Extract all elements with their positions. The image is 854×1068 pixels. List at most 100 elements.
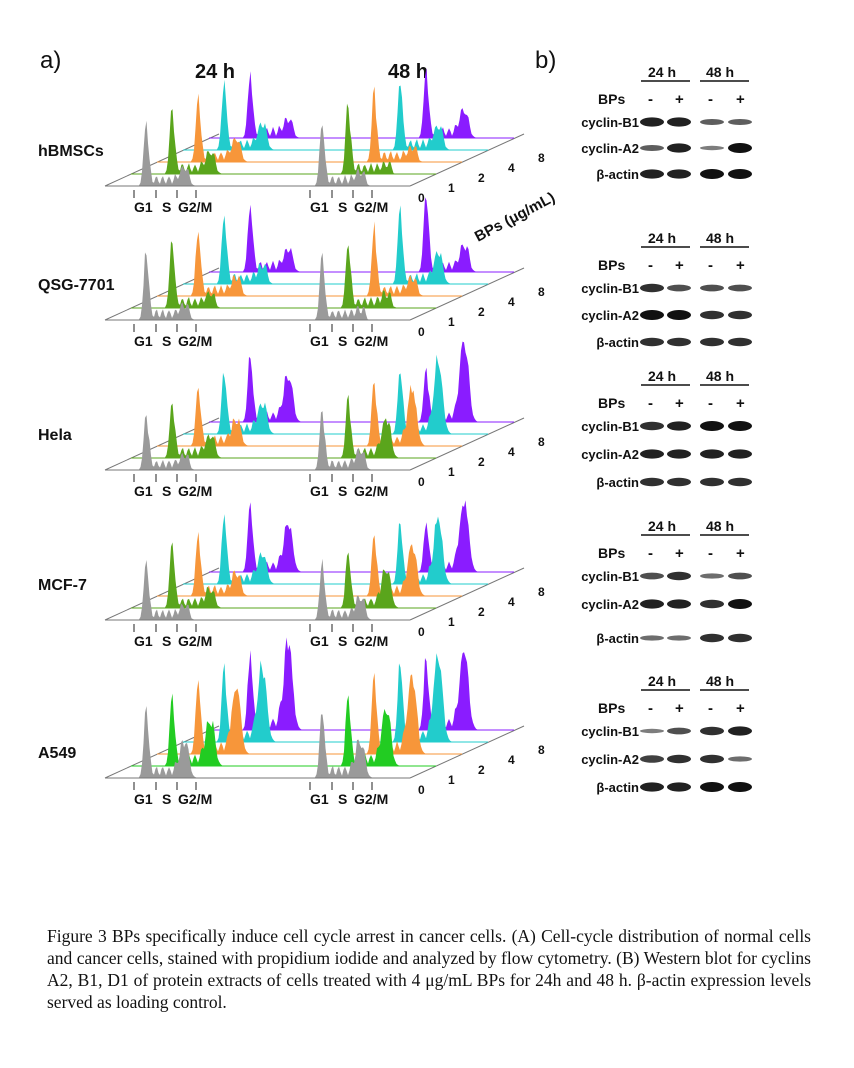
band xyxy=(667,117,691,127)
dose-label: 2 xyxy=(478,605,485,619)
band-label-cyclin-B1: cyclin-B1 xyxy=(581,569,639,584)
band xyxy=(667,571,691,581)
phase-label-g2m: G2/M xyxy=(354,333,388,349)
band xyxy=(728,310,752,320)
histogram-48h-dose-4 xyxy=(390,516,460,584)
phase-label-g1: G1 xyxy=(310,791,329,807)
band-label-cyclin-B1: cyclin-B1 xyxy=(581,115,639,130)
histogram-24h-dose-1 xyxy=(162,403,232,458)
phase-label-g2m: G2/M xyxy=(354,633,388,649)
band xyxy=(667,143,691,153)
band xyxy=(667,449,691,459)
dose-label: 2 xyxy=(478,763,485,777)
histogram-24h-dose-0 xyxy=(136,705,206,778)
phase-label-g1: G1 xyxy=(310,333,329,349)
dose-label: 8 xyxy=(538,743,545,757)
blot-time-24h: 24 h xyxy=(648,673,676,689)
band-label-cyclin-A2: cyclin-A2 xyxy=(581,141,639,156)
band xyxy=(667,754,691,764)
band xyxy=(667,169,691,179)
lane-sign: - xyxy=(648,91,653,108)
phase-label-s: S xyxy=(162,333,171,349)
band xyxy=(700,633,724,643)
histogram-48h-dose-8 xyxy=(416,500,486,572)
dose-label: 1 xyxy=(448,465,455,479)
dose-label: 1 xyxy=(448,773,455,787)
dose-label: 1 xyxy=(448,615,455,629)
bps-label: BPs xyxy=(598,257,625,273)
phase-label-s: S xyxy=(338,633,347,649)
lane-sign: + xyxy=(736,257,745,274)
histogram-24h-dose-2 xyxy=(188,231,258,296)
western-blot-5 xyxy=(640,689,752,792)
lane-sign: - xyxy=(648,257,653,274)
blot-time-48h: 48 h xyxy=(706,64,734,80)
band xyxy=(640,635,664,641)
dose-label: 8 xyxy=(538,435,545,449)
band xyxy=(640,310,664,320)
bps-label: BPs xyxy=(598,700,625,716)
band xyxy=(640,782,664,792)
histogram-48h-dose-1 xyxy=(338,394,408,458)
histogram-24h-dose-8 xyxy=(240,637,310,730)
band xyxy=(700,573,724,579)
phase-label-g1: G1 xyxy=(310,199,329,215)
bps-label: BPs xyxy=(598,395,625,411)
histogram-48h-dose-2 xyxy=(364,535,434,596)
phase-label-g1: G1 xyxy=(134,633,153,649)
lane-sign: - xyxy=(648,545,653,562)
blot-time-24h: 24 h xyxy=(648,230,676,246)
histogram-48h-dose-0 xyxy=(312,714,382,778)
phase-label-s: S xyxy=(338,199,347,215)
histogram-24h-dose-0 xyxy=(136,415,206,470)
histogram-24h-dose-4 xyxy=(214,660,284,742)
dose-label: 0 xyxy=(418,625,425,639)
band xyxy=(700,284,724,292)
histogram-24h-dose-4 xyxy=(214,79,284,150)
blot-time-48h: 48 h xyxy=(706,230,734,246)
band xyxy=(728,169,752,179)
band xyxy=(728,756,752,762)
band xyxy=(700,169,724,179)
lane-sign: + xyxy=(736,545,745,562)
histogram-48h-dose-1 xyxy=(338,245,408,308)
histogram-48h-dose-8 xyxy=(416,197,486,272)
band xyxy=(640,283,664,293)
dose-label: 0 xyxy=(418,783,425,797)
phase-label-s: S xyxy=(162,483,171,499)
dose-label: 4 xyxy=(508,595,515,609)
band xyxy=(640,449,664,459)
band xyxy=(667,477,691,487)
histogram-48h-dose-2 xyxy=(364,382,434,446)
histogram-48h-dose-0 xyxy=(312,252,382,320)
band-label-beta-actin: β-actin xyxy=(596,475,639,490)
histogram-24h-dose-0 xyxy=(136,252,206,320)
histogram-24h-dose-1 xyxy=(162,109,232,174)
phase-label-g1: G1 xyxy=(134,199,153,215)
band xyxy=(640,599,664,609)
lane-sign: + xyxy=(675,395,684,412)
histogram-48h-dose-1 xyxy=(338,695,408,766)
band-label-cyclin-A2: cyclin-A2 xyxy=(581,447,639,462)
western-blot-1 xyxy=(640,80,752,179)
cell-line-label: A549 xyxy=(38,745,76,762)
dose-label: 4 xyxy=(508,445,515,459)
phase-label-g2m: G2/M xyxy=(178,333,212,349)
bps-label: BPs xyxy=(598,545,625,561)
band xyxy=(700,310,724,320)
histogram-24h-dose-8 xyxy=(240,356,310,422)
histogram-row-mcf-7 xyxy=(104,500,525,632)
dose-label: 4 xyxy=(508,295,515,309)
histogram-24h-dose-2 xyxy=(188,679,258,754)
platform-edge xyxy=(409,567,525,621)
dose-label: 8 xyxy=(538,151,545,165)
phase-label-g2m: G2/M xyxy=(354,791,388,807)
histogram-24h-dose-4 xyxy=(214,514,284,584)
lane-sign: + xyxy=(675,545,684,562)
blot-time-24h: 24 h xyxy=(648,64,676,80)
histogram-24h-dose-4 xyxy=(214,372,284,434)
dose-label: 0 xyxy=(418,475,425,489)
blot-time-24h: 24 h xyxy=(648,368,676,384)
band xyxy=(640,117,664,127)
band xyxy=(667,782,691,792)
